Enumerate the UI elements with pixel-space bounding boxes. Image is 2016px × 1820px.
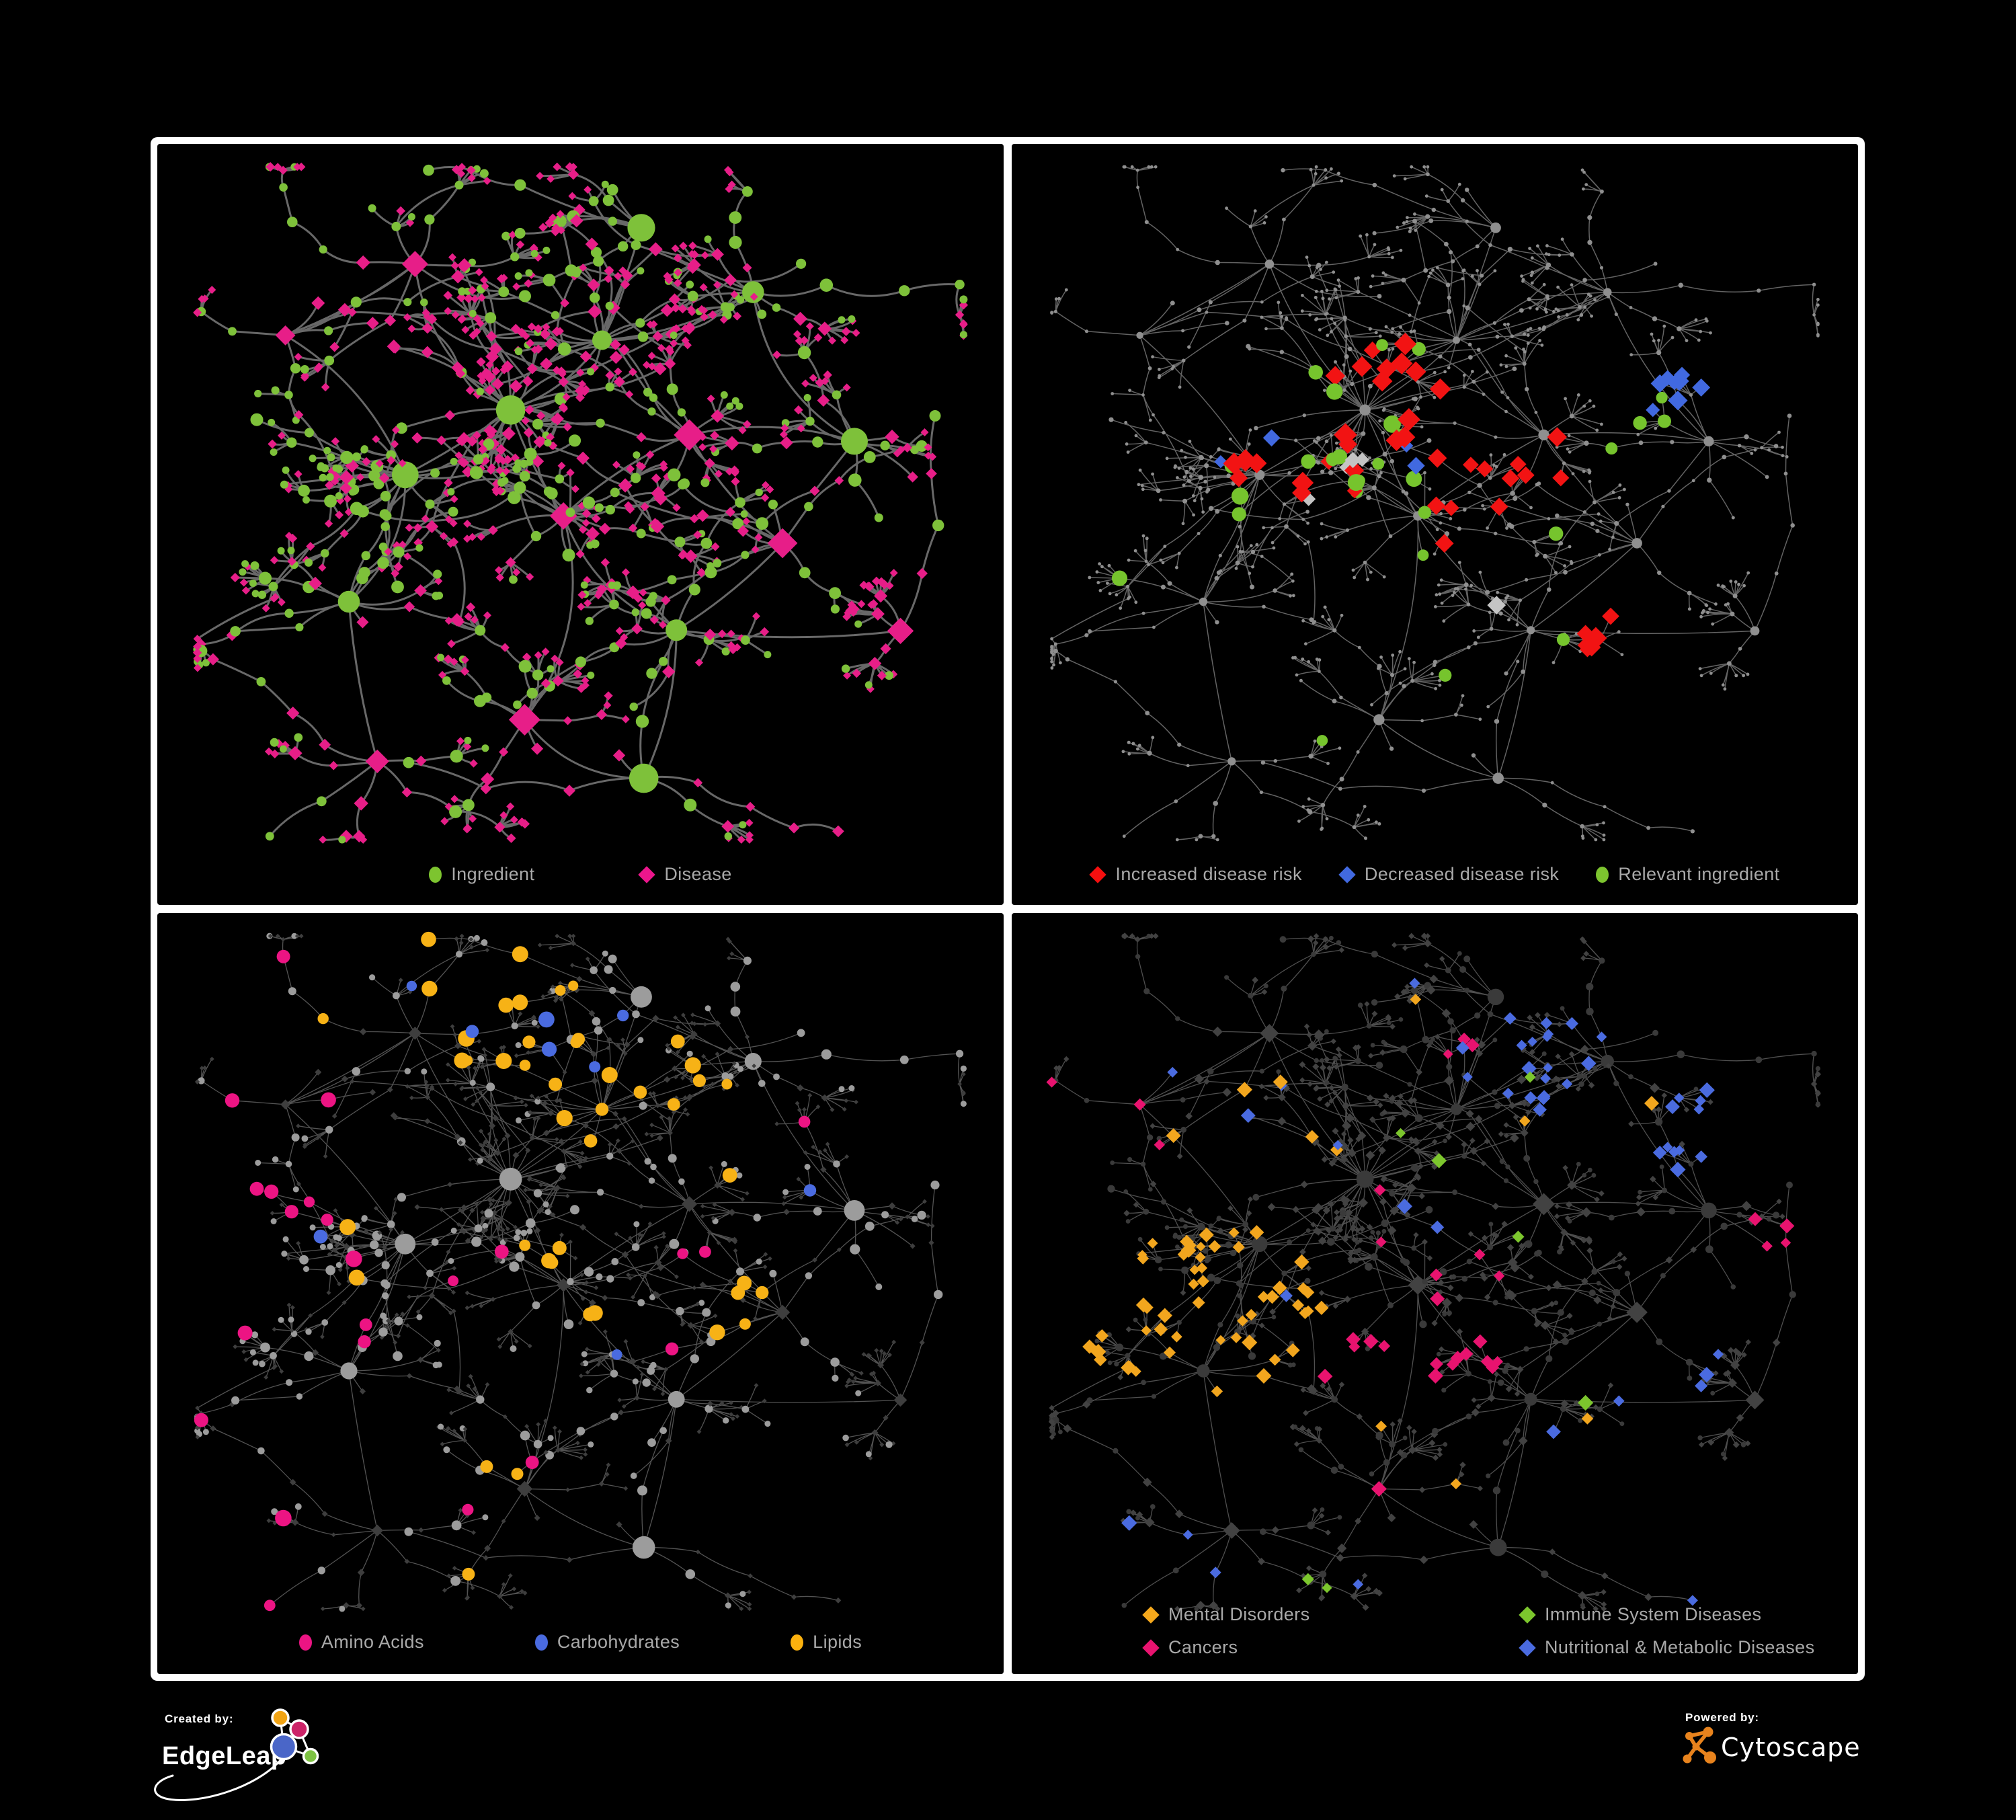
legend-swatch-circle-icon	[791, 1634, 804, 1651]
edgeleap-node-pink	[289, 1719, 309, 1739]
legend-swatch-diamond-icon	[638, 865, 656, 883]
legend-item-mental-disorders: Mental Disorders	[1142, 1604, 1519, 1625]
edgeleap-swoosh	[154, 1757, 283, 1801]
panel-disease-categories: Mental Disorders Immune System Diseases Ca…	[1012, 913, 1858, 1674]
legend-item-disease: Disease	[638, 864, 732, 885]
legend-label: Immune System Diseases	[1545, 1604, 1762, 1624]
edgeleap-wordmark: EdgeLeap	[162, 1742, 287, 1770]
legend-swatch-diamond-icon	[1519, 1606, 1536, 1624]
network-graph-disease-risk	[1050, 165, 1820, 842]
created-by-label: Created by:	[165, 1712, 233, 1725]
legend-item-ingredient: Ingredient	[429, 864, 534, 885]
legend-label: Amino Acids	[321, 1632, 424, 1652]
panel-nutrient-classes: Amino Acids Carbohydrates Lipids	[157, 913, 1004, 1674]
legend-swatch-diamond-icon	[1142, 1638, 1160, 1657]
legend-label: Disease	[664, 864, 732, 884]
cytoscape-icon	[1683, 1727, 1716, 1764]
legend-swatch-circle-icon	[298, 1634, 312, 1651]
legend-swatch-circle-icon	[534, 1634, 548, 1651]
legend-item-decreased-disease-risk: Decreased disease risk	[1338, 864, 1560, 885]
legend-item-cancers: Cancers	[1142, 1637, 1519, 1658]
legend-label: Decreased disease risk	[1364, 864, 1560, 884]
legend-swatch-diamond-icon	[1519, 1638, 1536, 1657]
legend-item-nutritional-metabolic-diseases: Nutritional & Metabolic Diseases	[1519, 1637, 1814, 1658]
legend-label: Nutritional & Metabolic Diseases	[1545, 1637, 1815, 1657]
edgeleap-node-orange	[271, 1708, 290, 1727]
legend-label: Lipids	[813, 1632, 862, 1652]
legend-item-relevant-ingredient: Relevant ingredient	[1596, 864, 1779, 885]
network-graph-nutrient-classes	[194, 931, 967, 1612]
legend-item-carbohydrates: Carbohydrates	[534, 1632, 680, 1653]
legend-label: Carbohydrates	[557, 1632, 680, 1652]
edgeleap-node-blue	[270, 1733, 298, 1761]
legend-swatch-diamond-icon	[1338, 865, 1356, 883]
legend-item-increased-disease-risk: Increased disease risk	[1089, 864, 1302, 885]
powered-by-label: Powered by:	[1685, 1711, 1759, 1724]
edgeleap-logo: Created by: EdgeLeap	[154, 1708, 319, 1801]
legend-ingredient-disease: Ingredient Disease	[157, 864, 1004, 885]
legend-swatch-diamond-icon	[1089, 865, 1107, 883]
edgeleap-node-green	[302, 1747, 319, 1765]
legend-disease-risk: Increased disease risk Decreased disease …	[1012, 864, 1858, 885]
legend-swatch-diamond-icon	[1142, 1606, 1160, 1624]
panel-ingredient-disease: Ingredient Disease	[157, 144, 1004, 905]
legend-item-amino-acids: Amino Acids	[298, 1632, 424, 1653]
legend-item-lipids: Lipids	[791, 1632, 862, 1653]
legend-item-immune-system-diseases: Immune System Diseases	[1519, 1604, 1814, 1625]
panel-disease-risk: Increased disease risk Decreased disease …	[1012, 144, 1858, 905]
legend-swatch-circle-icon	[1596, 866, 1609, 883]
legend-label: Cancers	[1168, 1637, 1238, 1657]
legend-label: Relevant ingredient	[1618, 864, 1780, 884]
legend-label: Mental Disorders	[1168, 1604, 1310, 1624]
cytoscape-logo: Powered by: Cytoscape	[1683, 1711, 1861, 1764]
network-graph-ingredient-disease	[192, 162, 969, 844]
network-graph-disease-categories	[1046, 933, 1822, 1612]
legend-nutrient-classes: Amino Acids Carbohydrates Lipids	[157, 1632, 1004, 1653]
legend-label: Increased disease risk	[1115, 864, 1302, 884]
legend-label: Ingredient	[451, 864, 535, 884]
legend-disease-categories: Mental Disorders Immune System Diseases Ca…	[1012, 1604, 1858, 1658]
figure-grid: Ingredient Disease Increased disease risk…	[151, 137, 1865, 1681]
legend-swatch-circle-icon	[429, 866, 442, 883]
cytoscape-wordmark: Cytoscape	[1721, 1733, 1861, 1762]
